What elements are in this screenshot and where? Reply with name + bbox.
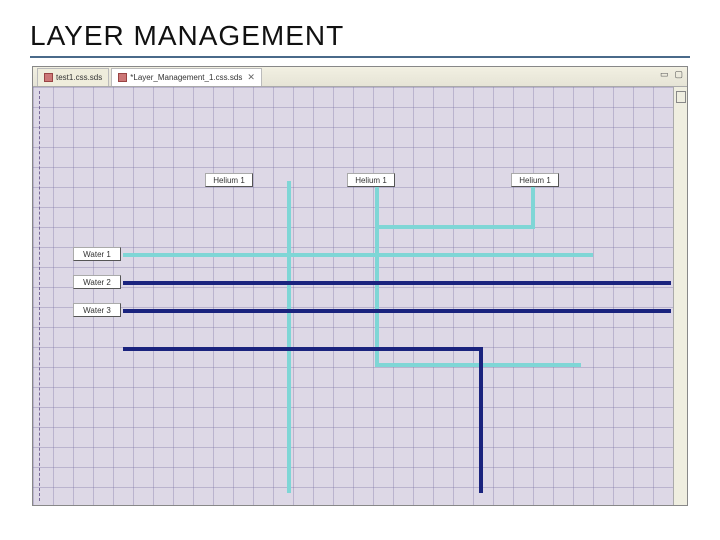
minimize-icon[interactable]: ▭ [660,69,669,80]
node-helium1a[interactable]: Helium 1 [205,173,253,187]
pipe-line[interactable] [123,347,483,351]
node-helium1b[interactable]: Helium 1 [347,173,395,187]
pipe-line[interactable] [479,347,483,493]
node-water2[interactable]: Water 2 [73,275,121,289]
node-water1[interactable]: Water 1 [73,247,121,261]
tab-test1[interactable]: test1.css.sds [37,68,109,86]
node-helium1c[interactable]: Helium 1 [511,173,559,187]
pipe-line[interactable] [123,309,671,313]
ruler-left [39,91,40,501]
pipe-line[interactable] [531,181,535,227]
maximize-icon[interactable]: ▢ [674,69,683,80]
panel-toggle-icon[interactable] [676,91,686,103]
tab-bar: test1.css.sds *Layer_Management_1.css.sd… [33,67,687,87]
pipe-line[interactable] [287,181,291,493]
right-panel [673,87,687,505]
file-icon [118,73,127,82]
tab-label: *Layer_Management_1.css.sds [130,73,242,82]
pipe-line[interactable] [375,225,535,229]
editor-window: test1.css.sds *Layer_Management_1.css.sd… [32,66,688,506]
tab-label: test1.css.sds [56,73,102,82]
close-icon[interactable]: ✕ [247,72,255,83]
file-icon [44,73,53,82]
node-water3[interactable]: Water 3 [73,303,121,317]
grid [33,87,673,505]
pipe-line[interactable] [123,253,593,257]
tab-layer-management[interactable]: *Layer_Management_1.css.sds ✕ [111,68,262,86]
pipe-line[interactable] [123,281,671,285]
pipe-line[interactable] [375,181,379,365]
window-controls: ▭ ▢ [660,69,683,80]
pipe-line[interactable] [375,363,581,367]
drawing-canvas[interactable]: Helium 1 Helium 1 Helium 1 Water 1 Water 2 Wa… [33,87,673,505]
page-title: LAYER MANAGEMENT [30,20,690,58]
